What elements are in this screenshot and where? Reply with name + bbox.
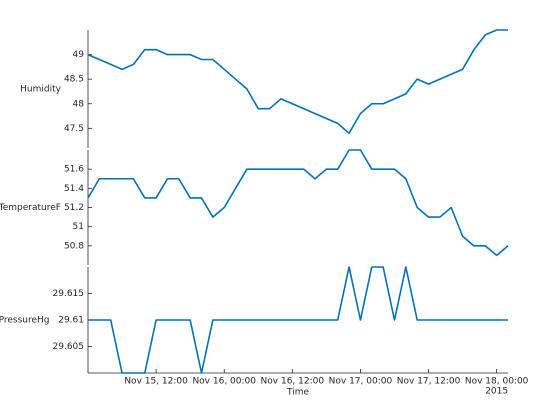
- x-tick-label: Nov 17, 12:00: [397, 377, 461, 387]
- y-tick-label: 29.61: [58, 316, 84, 326]
- y-tick-label: 51.4: [64, 184, 84, 194]
- y-tick-label: 51.6: [64, 165, 84, 175]
- x-tick-label: Nov 16, 00:00: [192, 377, 256, 387]
- x-tick-label: Nov 18, 00:00: [465, 377, 529, 387]
- x-tick-secondary-label: 2015: [485, 387, 508, 397]
- y-tick-label: 29.605: [53, 342, 85, 352]
- y-tick-label: 50.8: [64, 241, 84, 251]
- data-line: [88, 266, 508, 374]
- y-tick-label: 29.615: [53, 289, 85, 299]
- y-axis-label: PressureHg: [0, 316, 50, 326]
- data-line: [87, 29, 508, 135]
- y-tick-label: 51.2: [64, 203, 84, 213]
- data-line: [87, 149, 509, 257]
- y-axis-label: Humidity: [20, 85, 61, 95]
- y-tick-label: 47.5: [64, 124, 84, 134]
- x-axis-label: Time: [286, 388, 309, 398]
- y-tick-label: 49: [73, 50, 85, 60]
- x-tick-label: Nov 16, 12:00: [261, 377, 325, 387]
- y-tick-label: 51: [73, 222, 84, 232]
- y-tick-label: 48.5: [64, 75, 84, 85]
- y-axis-label: TemperatureF: [0, 203, 61, 213]
- x-tick-label: Nov 15, 12:00: [124, 377, 188, 387]
- x-tick-label: Nov 17, 00:00: [329, 377, 393, 387]
- y-tick-label: 48: [73, 99, 85, 109]
